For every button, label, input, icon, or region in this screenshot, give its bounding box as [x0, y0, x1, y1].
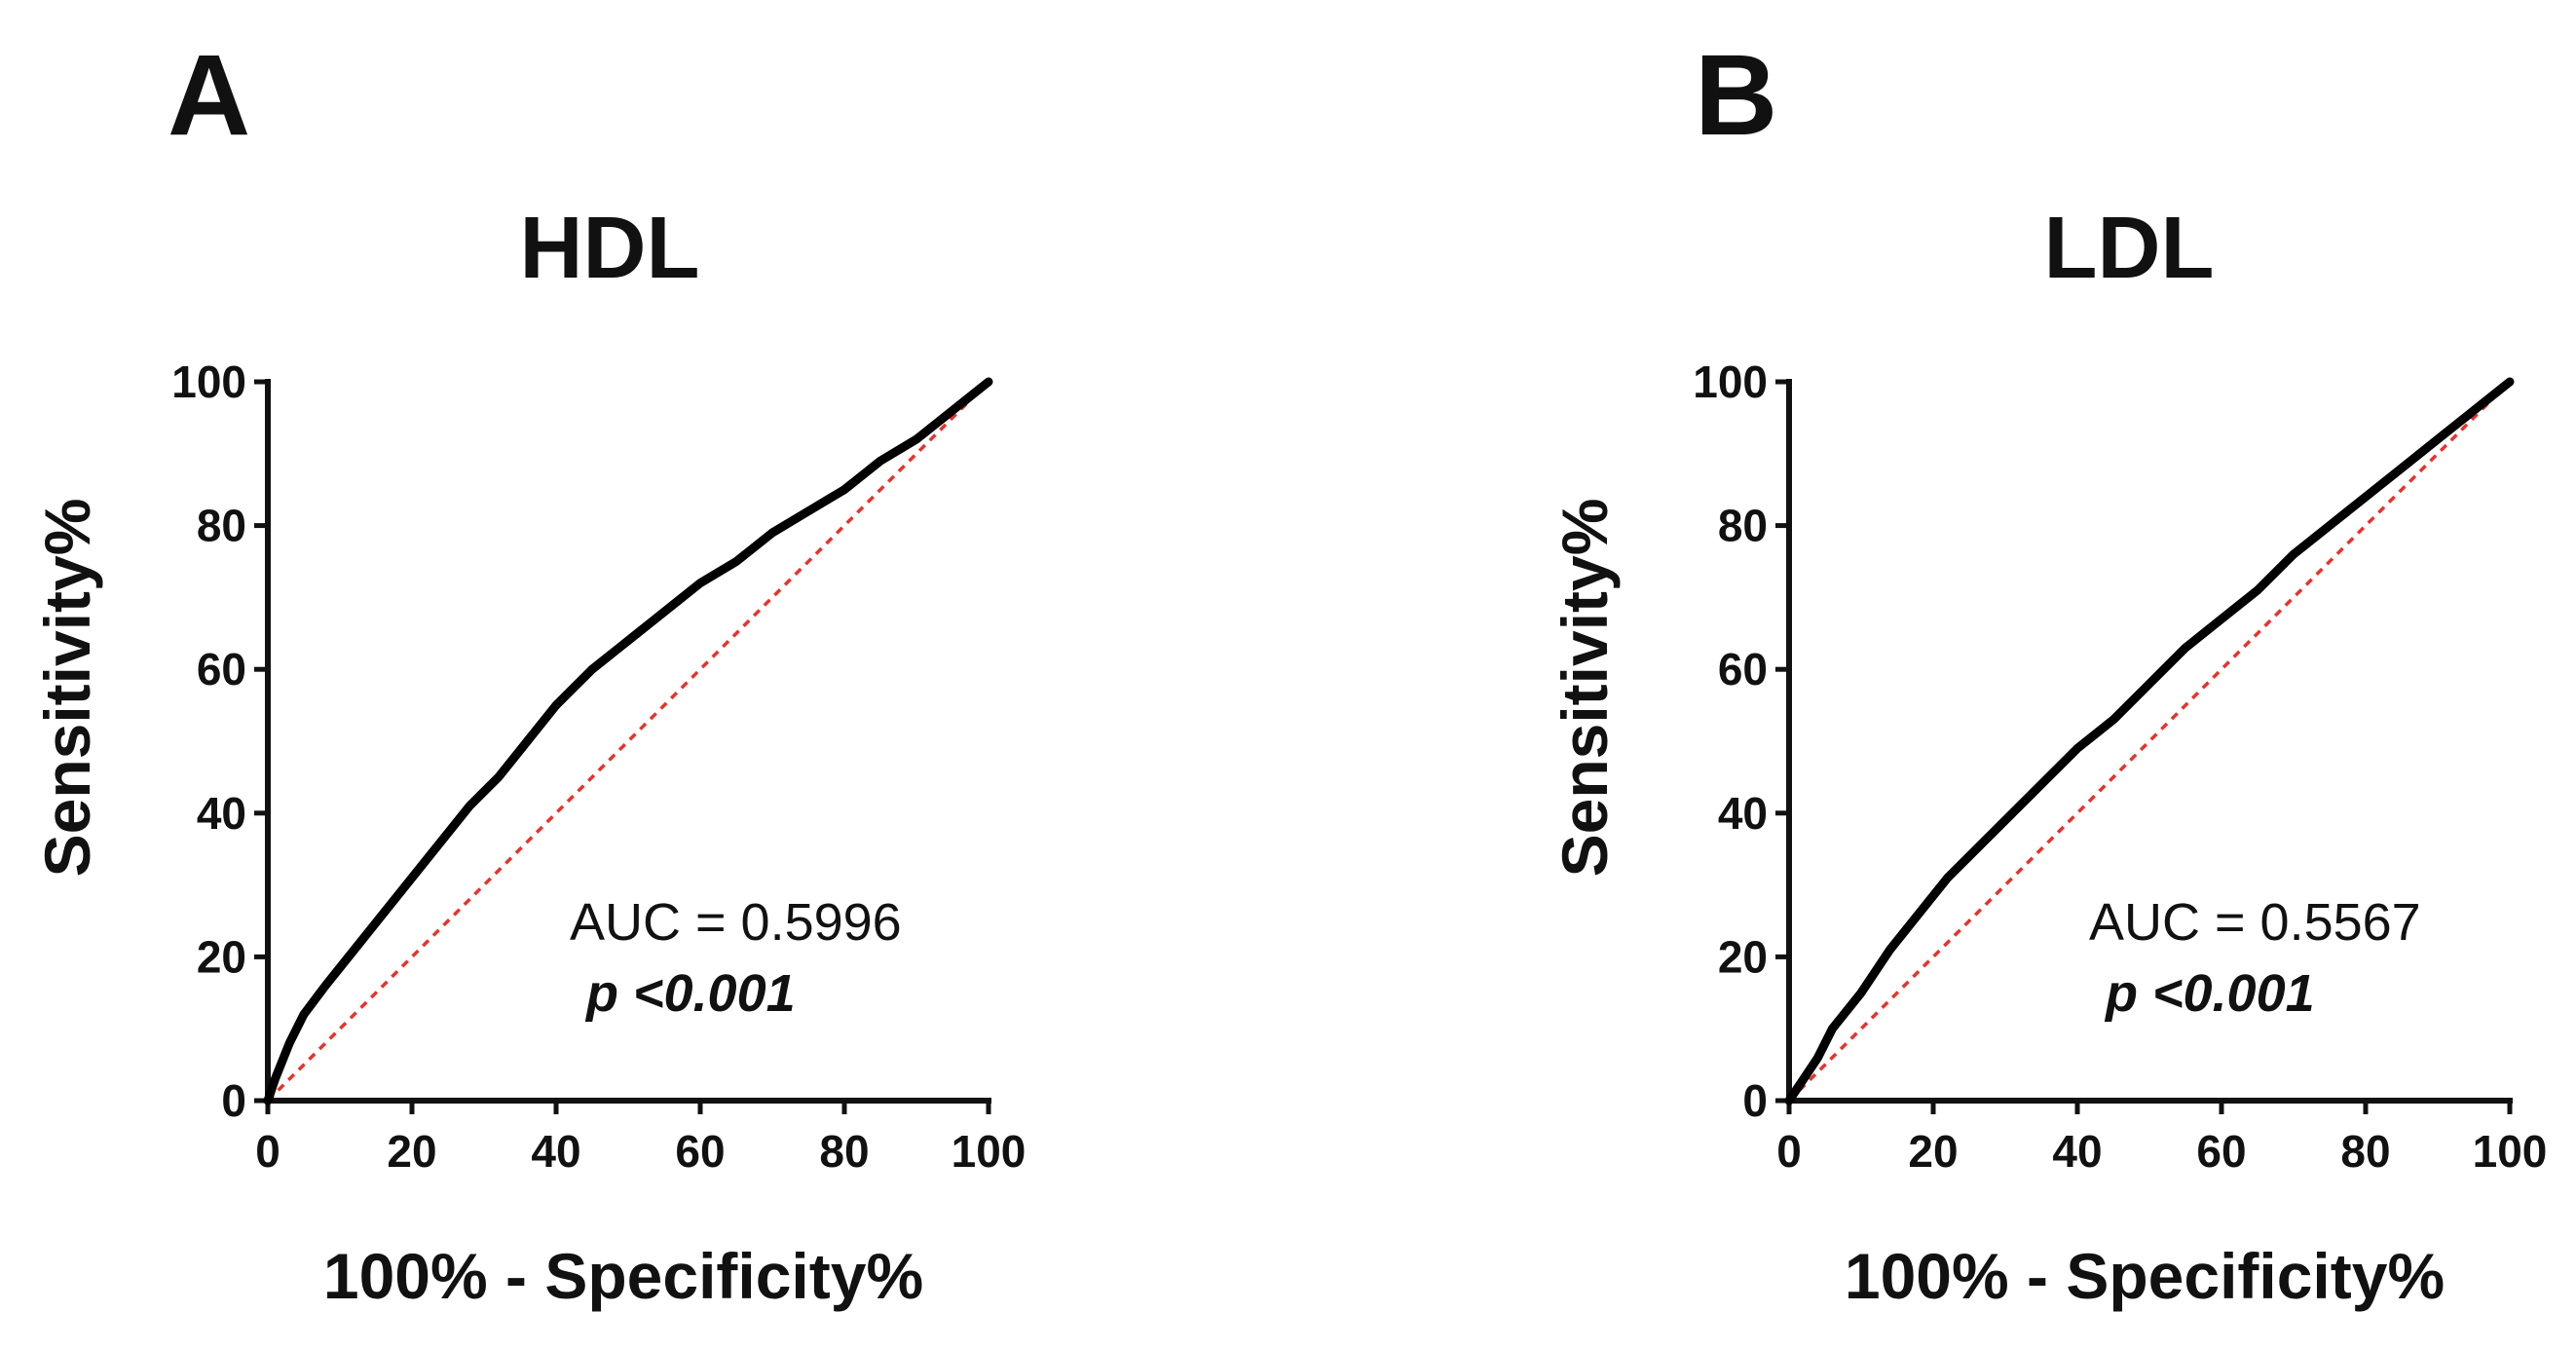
panel-b-x-tick-label: 80 — [2340, 1126, 2390, 1177]
panel-a-x-tick-label: 0 — [255, 1126, 280, 1177]
panel-a-y-tick-label: 60 — [197, 644, 246, 694]
panel-a-p-value-annotation: p <0.001 — [584, 964, 796, 1023]
panel-b-x-tick-label: 60 — [2196, 1126, 2246, 1177]
panel-b-x-tick-label: 40 — [2052, 1126, 2102, 1177]
panel-b-title: LDL — [2044, 200, 2215, 297]
panel-a-y-tick-label: 40 — [197, 788, 246, 839]
panel-b-y-tick-label: 100 — [1693, 356, 1768, 407]
panel-a: A HDL 0 20 40 60 80 100 0 20 40 60 80 100 100% - Sp… — [31, 31, 1026, 1312]
panel-a-x-tick-label: 40 — [531, 1126, 580, 1177]
panel-a-x-tick-label: 60 — [675, 1126, 725, 1177]
panel-b-y-axis-label: Sensitivity% — [1549, 499, 1621, 878]
panel-b-p-value-annotation: p <0.001 — [2104, 964, 2315, 1023]
panel-a-x-tick-label: 80 — [819, 1126, 869, 1177]
panel-b-letter: B — [1695, 31, 1777, 160]
panel-a-letter: A — [168, 31, 250, 160]
panel-a-y-tick-label: 100 — [171, 356, 246, 407]
panel-a-x-tick-label: 20 — [387, 1126, 436, 1177]
panel-b-y-tick-label: 20 — [1718, 931, 1768, 982]
panel-a-plot: 0 20 40 60 80 100 0 20 40 60 80 100 — [171, 356, 1026, 1177]
panel-a-title: HDL — [520, 200, 700, 297]
panel-b-y-tick-label: 0 — [1742, 1075, 1768, 1126]
panel-b-y-tick-label: 40 — [1718, 788, 1768, 839]
panel-a-y-tick-label: 0 — [221, 1075, 246, 1126]
panel-b-reference-line — [1787, 380, 2512, 1103]
panel-a-y-tick-label: 20 — [197, 931, 246, 982]
panel-a-reference-line — [266, 380, 990, 1103]
panel-a-auc-annotation: AUC = 0.5996 — [570, 893, 902, 952]
panel-a-y-tick-label: 80 — [197, 501, 246, 551]
panel-b-y-tick-label: 80 — [1718, 501, 1768, 551]
panel-b-roc-curve — [1784, 377, 2515, 1105]
panel-a-x-tick-label: 100 — [952, 1126, 1027, 1177]
panel-a-y-axis-label: Sensitivity% — [31, 499, 103, 878]
panel-b-x-tick-label: 0 — [1776, 1126, 1802, 1177]
panel-a-roc-curve — [263, 377, 993, 1105]
panel-b-x-tick-label: 20 — [1908, 1126, 1958, 1177]
panel-b: B LDL 0 20 40 60 80 100 0 20 40 60 80 100 100% - Sp… — [1549, 31, 2547, 1312]
panel-b-auc-annotation: AUC = 0.5567 — [2089, 893, 2421, 952]
panel-b-plot: 0 20 40 60 80 100 0 20 40 60 80 100 — [1693, 356, 2547, 1177]
panel-b-y-tick-label: 60 — [1718, 644, 1768, 694]
panel-b-x-axis-label: 100% - Specificity% — [1845, 1240, 2445, 1312]
panel-a-x-axis-label: 100% - Specificity% — [323, 1240, 923, 1312]
panel-b-x-tick-label: 100 — [2473, 1126, 2548, 1177]
